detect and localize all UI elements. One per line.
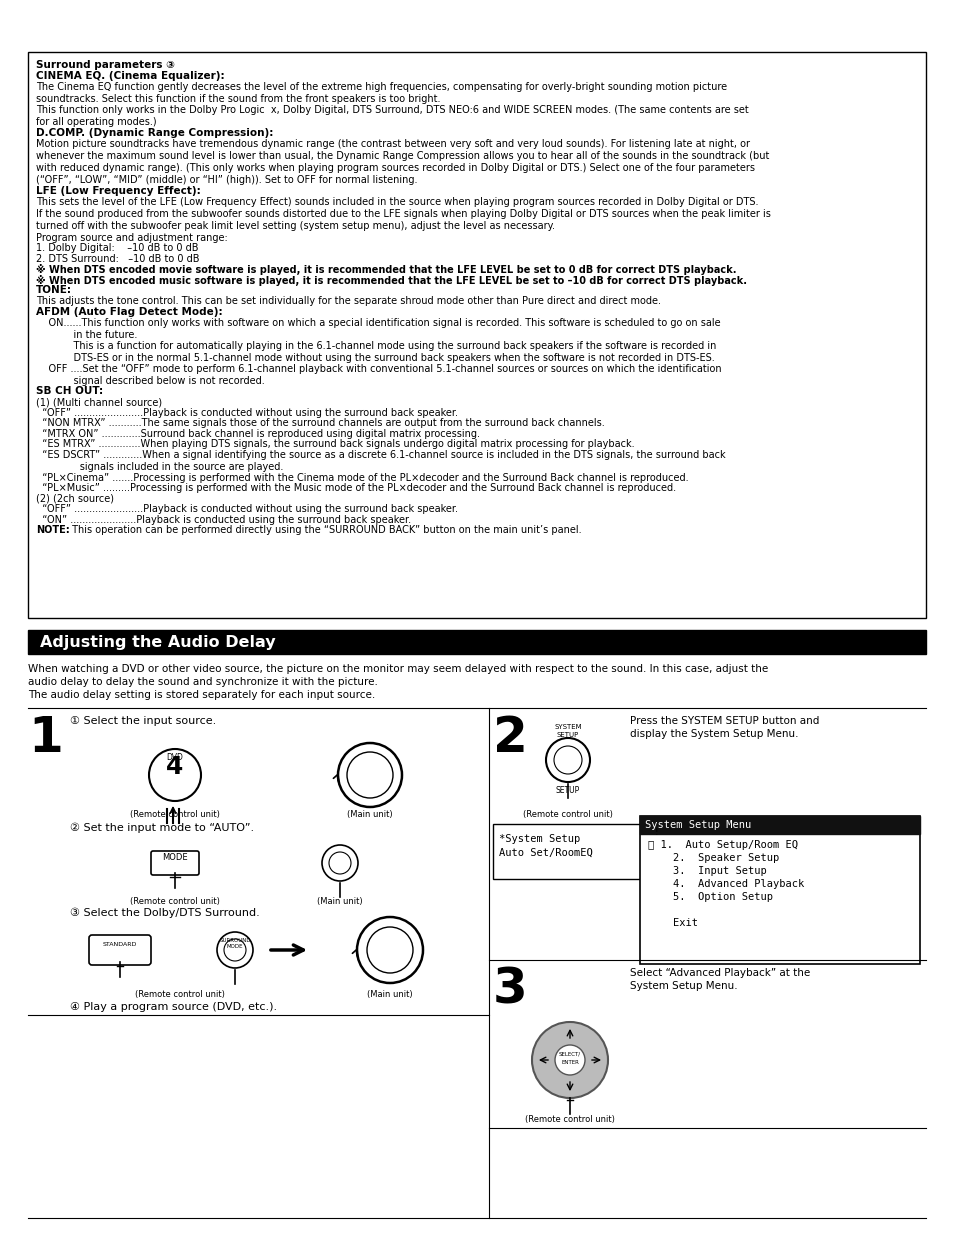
- Text: SELECT/: SELECT/: [558, 1051, 580, 1056]
- Text: “OFF” .......................Playback is conducted without using the surround ba: “OFF” .......................Playback is…: [36, 408, 457, 418]
- Text: (Main unit): (Main unit): [316, 897, 362, 905]
- Text: 3.  Input Setup: 3. Input Setup: [647, 866, 766, 876]
- Text: DVD: DVD: [167, 753, 183, 762]
- Text: “PL×Cinema” .......Processing is performed with the Cinema mode of the PL×decode: “PL×Cinema” .......Processing is perform…: [36, 473, 688, 482]
- Text: ON......This function only works with software on which a special identification: ON......This function only works with so…: [36, 318, 720, 340]
- Text: ENTER: ENTER: [560, 1060, 578, 1065]
- Bar: [493, 824, 662, 880]
- Text: (Remote control unit): (Remote control unit): [130, 810, 220, 819]
- Bar: [28, 630, 925, 654]
- Text: “MTRX ON” .............Surround back channel is reproduced using digital matrix : “MTRX ON” .............Surround back cha…: [36, 429, 479, 439]
- Text: This is a function for automatically playing in the 6.1-channel mode using the s: This is a function for automatically pla…: [36, 340, 716, 362]
- Text: This operation can be performed directly using the “SURROUND BACK” button on the: This operation can be performed directly…: [69, 526, 581, 536]
- FancyBboxPatch shape: [151, 851, 199, 875]
- Text: SETUP: SETUP: [557, 732, 578, 738]
- Text: Press the SYSTEM SETUP button and
display the System Setup Menu.: Press the SYSTEM SETUP button and displa…: [629, 716, 819, 738]
- Text: AFDM (Auto Flag Detect Mode):: AFDM (Auto Flag Detect Mode):: [36, 307, 222, 317]
- Text: (Remote control unit): (Remote control unit): [130, 897, 220, 905]
- Text: 1: 1: [28, 714, 63, 762]
- Text: NOTE:: NOTE:: [36, 526, 70, 536]
- Text: System Setup Menu: System Setup Menu: [644, 820, 750, 830]
- Text: ③ Select the Dolby/DTS Surround.: ③ Select the Dolby/DTS Surround.: [70, 908, 259, 918]
- Text: CINEMA EQ. (Cinema Equalizer):: CINEMA EQ. (Cinema Equalizer):: [36, 71, 224, 80]
- Text: (Remote control unit): (Remote control unit): [524, 1115, 615, 1124]
- Text: ※ When DTS encoded movie software is played, it is recommended that the LFE LEVE: ※ When DTS encoded movie software is pla…: [36, 265, 736, 275]
- Text: (Remote control unit): (Remote control unit): [135, 990, 225, 999]
- Text: (Main unit): (Main unit): [347, 810, 393, 819]
- Text: *System Setup
Auto Set/RoomEQ: *System Setup Auto Set/RoomEQ: [498, 834, 592, 858]
- Text: “PL×Music” .........Processing is performed with the Music mode of the PL×decode: “PL×Music” .........Processing is perfor…: [36, 484, 676, 494]
- Text: “ES MTRX” ..............When playing DTS signals, the surround back signals unde: “ES MTRX” ..............When playing DTS…: [36, 439, 634, 449]
- Text: 2.  Speaker Setup: 2. Speaker Setup: [647, 854, 779, 863]
- Circle shape: [555, 1045, 584, 1075]
- Text: TONE:: TONE:: [36, 286, 71, 296]
- Text: MODE: MODE: [227, 944, 243, 949]
- Text: SETUP: SETUP: [556, 785, 579, 795]
- Text: ② 1.  Auto Setup/Room EQ: ② 1. Auto Setup/Room EQ: [647, 840, 797, 850]
- Text: This sets the level of the LFE (Low Frequency Effect) sounds included in the sou: This sets the level of the LFE (Low Freq…: [36, 198, 770, 231]
- Text: 1. Dolby Digital:    –10 dB to 0 dB: 1. Dolby Digital: –10 dB to 0 dB: [36, 244, 198, 254]
- Text: SYSTEM: SYSTEM: [554, 724, 581, 730]
- Text: (1) (Multi channel source): (1) (Multi channel source): [36, 397, 162, 407]
- Text: (Remote control unit): (Remote control unit): [522, 810, 612, 819]
- Text: 2. DTS Surround:   –10 dB to 0 dB: 2. DTS Surround: –10 dB to 0 dB: [36, 254, 199, 263]
- Bar: [639, 816, 919, 964]
- Text: (2) (2ch source): (2) (2ch source): [36, 494, 113, 503]
- Text: (Main unit): (Main unit): [367, 990, 413, 999]
- Text: This adjusts the tone control. This can be set individually for the separate shr: This adjusts the tone control. This can …: [36, 296, 660, 307]
- Text: This function only works in the Dolby Pro Logic  x, Dolby Digital, DTS Surround,: This function only works in the Dolby Pr…: [36, 105, 748, 127]
- Text: 5.  Option Setup: 5. Option Setup: [647, 892, 772, 902]
- FancyBboxPatch shape: [89, 935, 151, 965]
- Text: STANDARD: STANDARD: [103, 941, 137, 946]
- Text: Select “Advanced Playback” at the
System Setup Menu.: Select “Advanced Playback” at the System…: [629, 969, 809, 991]
- Text: Program source and adjustment range:: Program source and adjustment range:: [36, 233, 228, 242]
- Text: D.COMP. (Dynamic Range Compression):: D.COMP. (Dynamic Range Compression):: [36, 127, 274, 137]
- Text: ※ When DTS encoded music software is played, it is recommended that the LFE LEVE: ※ When DTS encoded music software is pla…: [36, 275, 746, 286]
- Text: ① Select the input source.: ① Select the input source.: [70, 716, 216, 726]
- Bar: [28, 52, 925, 618]
- Text: 4: 4: [166, 755, 184, 779]
- Bar: [639, 816, 919, 834]
- Text: 4.  Advanced Playback: 4. Advanced Playback: [647, 880, 803, 889]
- Text: MODE: MODE: [162, 854, 188, 862]
- Text: ④ Play a program source (DVD, etc.).: ④ Play a program source (DVD, etc.).: [70, 1002, 276, 1012]
- Text: SURROUND: SURROUND: [219, 938, 251, 943]
- Text: 2: 2: [493, 714, 527, 762]
- Text: !: !: [655, 828, 658, 837]
- Text: OFF ....Set the “OFF” mode to perform 6.1-channel playback with conventional 5.1: OFF ....Set the “OFF” mode to perform 6.…: [36, 364, 720, 386]
- Text: Surround parameters ③: Surround parameters ③: [36, 61, 174, 71]
- Text: “ES DSCRT” .............When a signal identifying the source as a discrete 6.1-c: “ES DSCRT” .............When a signal id…: [36, 450, 725, 471]
- Text: Motion picture soundtracks have tremendous dynamic range (the contrast between v: Motion picture soundtracks have tremendo…: [36, 139, 768, 184]
- Text: 3: 3: [493, 966, 527, 1014]
- Text: The Cinema EQ function gently decreases the level of the extreme high frequencie: The Cinema EQ function gently decreases …: [36, 82, 726, 104]
- Text: LFE (Low Frequency Effect):: LFE (Low Frequency Effect):: [36, 187, 200, 197]
- Text: “NON MTRX” ...........The same signals those of the surround channels are output: “NON MTRX” ...........The same signals t…: [36, 418, 604, 428]
- Text: Exit: Exit: [647, 918, 698, 928]
- Text: SB CH OUT:: SB CH OUT:: [36, 386, 103, 396]
- Circle shape: [532, 1022, 607, 1098]
- Text: When watching a DVD or other video source, the picture on the monitor may seem d: When watching a DVD or other video sourc…: [28, 664, 767, 700]
- Text: ② Set the input mode to “AUTO”.: ② Set the input mode to “AUTO”.: [70, 823, 253, 834]
- Text: Adjusting the Audio Delay: Adjusting the Audio Delay: [40, 635, 275, 649]
- Text: “OFF” .......................Playback is conducted without using the surround ba: “OFF” .......................Playback is…: [36, 505, 457, 515]
- Text: “ON” ......................Playback is conducted using the surround back speaker: “ON” ......................Playback is c…: [36, 515, 411, 524]
